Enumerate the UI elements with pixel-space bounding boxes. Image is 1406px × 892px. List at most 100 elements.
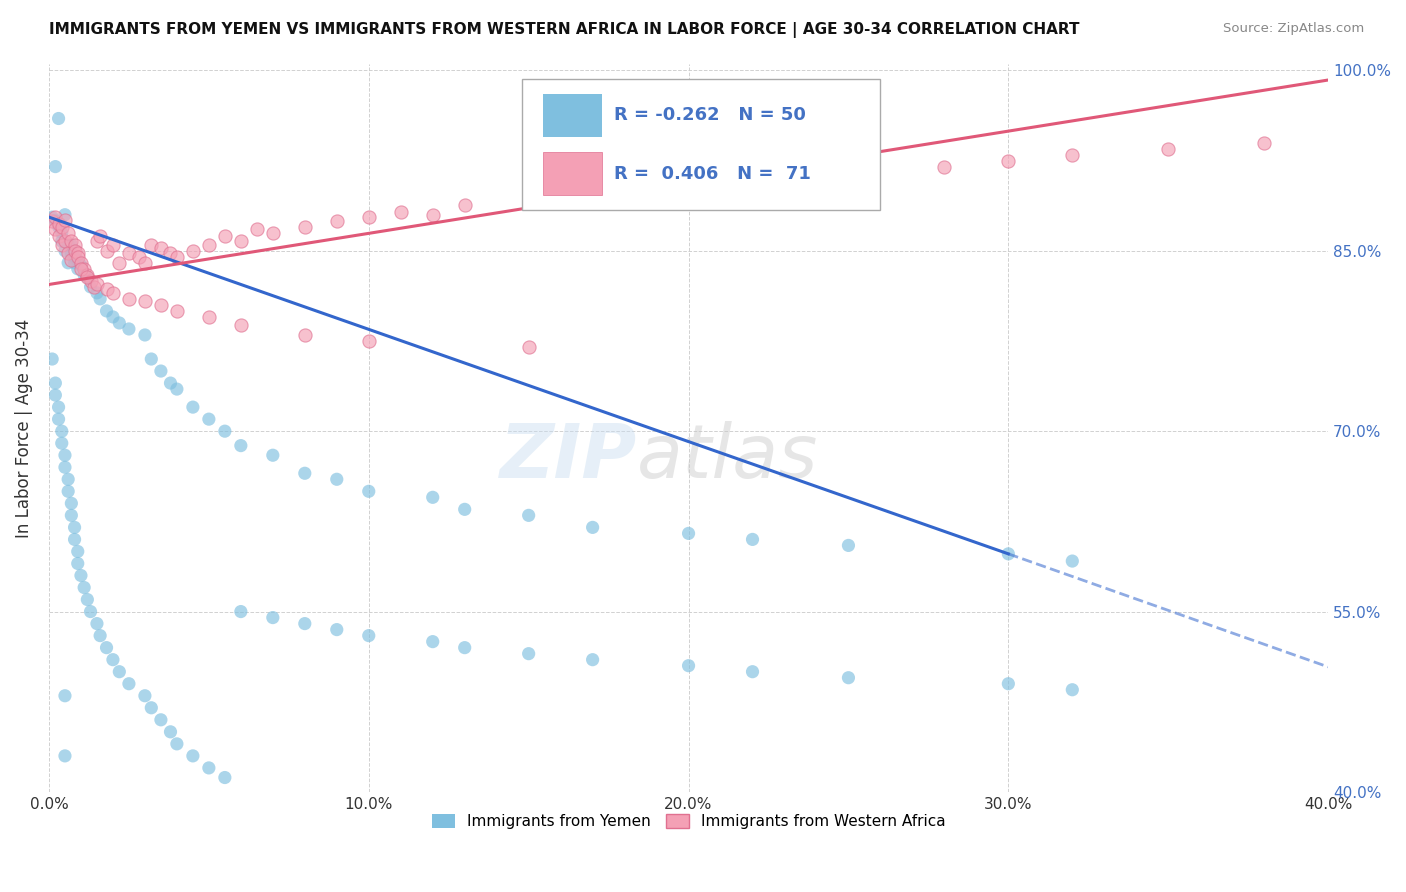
Point xyxy=(60,237,83,252)
Point xyxy=(678,178,700,192)
Point xyxy=(454,198,477,212)
Point xyxy=(83,280,105,294)
Point xyxy=(997,153,1019,168)
Point xyxy=(41,210,63,224)
Point xyxy=(934,160,956,174)
Point xyxy=(63,250,86,264)
Point xyxy=(63,256,86,270)
Point xyxy=(63,520,86,534)
Point xyxy=(159,246,181,260)
Point xyxy=(48,217,70,231)
Point xyxy=(134,294,156,309)
Point xyxy=(246,222,269,236)
Point xyxy=(48,412,70,426)
Point xyxy=(66,253,89,268)
Point xyxy=(101,237,124,252)
Point xyxy=(294,219,316,234)
Point xyxy=(86,285,108,300)
Point xyxy=(101,653,124,667)
Point xyxy=(76,592,98,607)
Point xyxy=(66,557,89,571)
Point xyxy=(60,508,83,523)
Point xyxy=(141,237,163,252)
Point xyxy=(229,318,252,333)
Point xyxy=(198,310,221,324)
Point xyxy=(1062,554,1084,568)
Point xyxy=(517,340,540,354)
Point xyxy=(198,237,221,252)
Point xyxy=(118,322,141,336)
Point xyxy=(678,658,700,673)
Point xyxy=(51,226,73,240)
Point xyxy=(149,241,172,255)
Point xyxy=(73,268,96,282)
Point xyxy=(159,724,181,739)
Point xyxy=(422,634,444,648)
Point xyxy=(550,189,572,203)
Point xyxy=(70,258,93,272)
Point xyxy=(1157,142,1180,156)
Point xyxy=(166,382,188,396)
Point xyxy=(60,246,83,260)
Text: R = -0.262   N = 50: R = -0.262 N = 50 xyxy=(614,106,806,124)
Point xyxy=(214,424,236,438)
Point xyxy=(517,647,540,661)
Point xyxy=(1062,682,1084,697)
Text: atlas: atlas xyxy=(637,421,818,493)
Point xyxy=(141,700,163,714)
Point xyxy=(997,677,1019,691)
Point xyxy=(56,226,79,240)
Point xyxy=(76,270,98,285)
Point xyxy=(581,520,603,534)
Point xyxy=(53,448,76,462)
Text: R =  0.406   N =  71: R = 0.406 N = 71 xyxy=(614,164,811,183)
Point xyxy=(357,334,380,348)
Point xyxy=(128,250,150,264)
Point xyxy=(613,184,636,198)
Point xyxy=(389,205,412,219)
Point xyxy=(66,246,89,260)
Point xyxy=(326,472,349,486)
Point xyxy=(44,388,66,402)
Point xyxy=(118,677,141,691)
Point xyxy=(326,213,349,227)
Point xyxy=(837,538,859,552)
Point xyxy=(159,376,181,390)
Point xyxy=(229,605,252,619)
FancyBboxPatch shape xyxy=(543,152,602,195)
Point xyxy=(118,292,141,306)
Point xyxy=(166,304,188,318)
Point xyxy=(89,229,111,244)
Point xyxy=(70,568,93,582)
Point xyxy=(741,533,763,547)
Point xyxy=(422,208,444,222)
Point xyxy=(96,640,118,655)
Point xyxy=(53,244,76,258)
Point xyxy=(53,212,76,227)
Point xyxy=(63,237,86,252)
Point xyxy=(44,160,66,174)
Point xyxy=(294,328,316,343)
Point xyxy=(294,616,316,631)
Point xyxy=(837,166,859,180)
Point xyxy=(262,226,284,240)
Point xyxy=(214,229,236,244)
Point xyxy=(108,665,131,679)
Point xyxy=(63,244,86,258)
Point xyxy=(149,364,172,378)
Point xyxy=(89,292,111,306)
Point xyxy=(108,316,131,330)
Point xyxy=(56,484,79,499)
Point xyxy=(422,491,444,505)
Point xyxy=(134,256,156,270)
Point xyxy=(581,653,603,667)
Point xyxy=(741,665,763,679)
Point xyxy=(214,771,236,785)
Point xyxy=(96,282,118,296)
Point xyxy=(89,629,111,643)
Point xyxy=(79,274,101,288)
Point xyxy=(262,610,284,624)
Point xyxy=(101,285,124,300)
Text: IMMIGRANTS FROM YEMEN VS IMMIGRANTS FROM WESTERN AFRICA IN LABOR FORCE | AGE 30-: IMMIGRANTS FROM YEMEN VS IMMIGRANTS FROM… xyxy=(49,22,1080,38)
Point xyxy=(678,526,700,541)
